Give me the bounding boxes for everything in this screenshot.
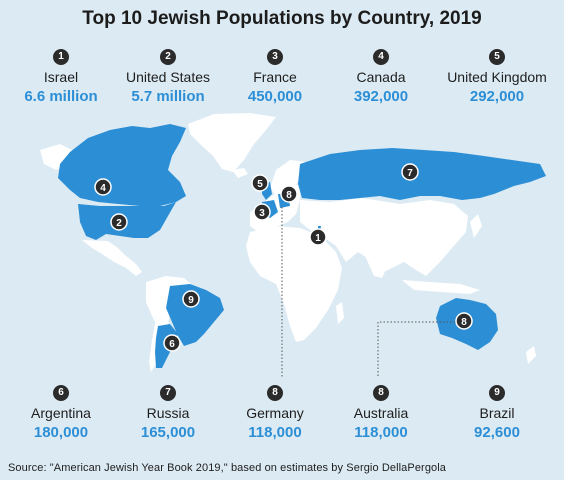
population-value: 392,000 xyxy=(353,88,409,105)
population-value: 165,000 xyxy=(140,424,196,441)
country-name: Argentina xyxy=(31,405,91,421)
rank-badge: 8 xyxy=(373,385,389,401)
map-marker-germany: 8 xyxy=(280,185,298,203)
population-value: 292,000 xyxy=(469,88,525,105)
map-marker-united-states: 2 xyxy=(110,213,128,231)
chart-title: Top 10 Jewish Populations by Country, 20… xyxy=(82,8,482,29)
land-india xyxy=(362,238,392,278)
rank-badge: 3 xyxy=(267,49,283,65)
map-marker-israel: 1 xyxy=(309,228,327,246)
marker-label: 5 xyxy=(257,179,263,190)
marker-label: 3 xyxy=(259,208,265,219)
marker-label: 8 xyxy=(286,190,292,201)
country-name: Israel xyxy=(43,69,79,85)
country-name: Germany xyxy=(246,405,304,421)
marker-circle xyxy=(401,163,419,181)
marker-circle xyxy=(455,312,473,330)
country-name: Brazil xyxy=(479,405,515,421)
population-value: 5.7 million xyxy=(131,88,205,105)
country-name: United Kingdom xyxy=(447,69,547,85)
map-marker-canada: 4 xyxy=(94,178,112,196)
population-value: 6.6 million xyxy=(24,88,98,105)
rank-badge: 9 xyxy=(489,385,505,401)
country-name: France xyxy=(253,69,297,85)
marker-label: 1 xyxy=(315,233,321,244)
marker-circle xyxy=(253,203,271,221)
rank-item-united-kingdom: 5 United Kingdom 292,000 xyxy=(442,46,552,105)
country-name: Canada xyxy=(356,69,406,85)
map-marker-australia: 8 xyxy=(455,312,473,330)
rank-item-argentina: 6 Argentina 180,000 xyxy=(6,382,116,441)
country-name: United States xyxy=(125,69,211,85)
rank-item-israel: 1 Israel 6.6 million xyxy=(6,46,116,105)
land-scandinavia xyxy=(270,160,306,196)
source-note: Source: "American Jewish Year Book 2019,… xyxy=(8,462,447,474)
map-marker-russia: 7 xyxy=(401,163,419,181)
world-map: 1 2 3 4 5 6 7 8 8 9 xyxy=(40,113,546,378)
marker-circle xyxy=(309,228,327,246)
rank-item-russia: 7 Russia 165,000 xyxy=(113,382,223,441)
land-russia xyxy=(298,148,546,200)
rank-item-canada: 4 Canada 392,000 xyxy=(326,46,436,105)
rank-item-france: 3 France 450,000 xyxy=(220,46,330,105)
rank-badge: 2 xyxy=(160,49,176,65)
map-marker-france: 3 xyxy=(253,203,271,221)
marker-circle xyxy=(94,178,112,196)
rank-item-germany: 8 Germany 118,000 xyxy=(220,382,330,441)
rank-badge: 7 xyxy=(160,385,176,401)
land-new-zealand xyxy=(526,346,536,364)
map-marker-argentina: 6 xyxy=(163,334,181,352)
country-name: Russia xyxy=(146,405,190,421)
rank-item-united-states: 2 United States 5.7 million xyxy=(113,46,223,105)
rank-badge: 8 xyxy=(267,385,283,401)
marker-circle xyxy=(163,334,181,352)
land-asia xyxy=(300,198,468,276)
country-name: Australia xyxy=(353,405,409,421)
land-indonesia xyxy=(402,280,480,294)
rank-badge: 4 xyxy=(373,49,389,65)
land-mexico xyxy=(82,240,142,276)
marker-label: 6 xyxy=(169,339,175,350)
rank-item-brazil: 9 Brazil 92,600 xyxy=(442,382,552,441)
marker-label: 7 xyxy=(407,168,413,179)
marker-circle xyxy=(280,185,298,203)
land-brazil xyxy=(166,284,224,346)
marker-label: 9 xyxy=(188,295,194,306)
population-value: 118,000 xyxy=(248,424,302,441)
marker-circle xyxy=(110,213,128,231)
leader-line-australia xyxy=(377,321,455,378)
marker-label: 2 xyxy=(116,218,122,229)
land-greenland xyxy=(188,113,276,172)
marker-label: 4 xyxy=(100,183,106,194)
land-japan xyxy=(470,214,482,238)
land-africa xyxy=(246,226,342,342)
population-value: 118,000 xyxy=(354,424,408,441)
map-marker-united-kingdom: 5 xyxy=(251,174,269,192)
land-madagascar xyxy=(336,302,344,324)
land-iceland xyxy=(232,168,248,178)
population-value: 92,600 xyxy=(474,424,520,441)
map-marker-brazil: 9 xyxy=(182,290,200,308)
land-canada xyxy=(58,124,186,206)
leader-lines xyxy=(281,207,455,378)
population-value: 180,000 xyxy=(33,424,89,441)
rank-badge: 5 xyxy=(489,49,505,65)
population-value: 450,000 xyxy=(247,88,303,105)
marker-circle xyxy=(182,290,200,308)
rank-badge: 6 xyxy=(53,385,69,401)
marker-circle xyxy=(251,174,269,192)
rank-item-australia: 8 Australia 118,000 xyxy=(326,382,436,441)
rank-badge: 1 xyxy=(53,49,69,65)
marker-label: 8 xyxy=(461,317,467,328)
